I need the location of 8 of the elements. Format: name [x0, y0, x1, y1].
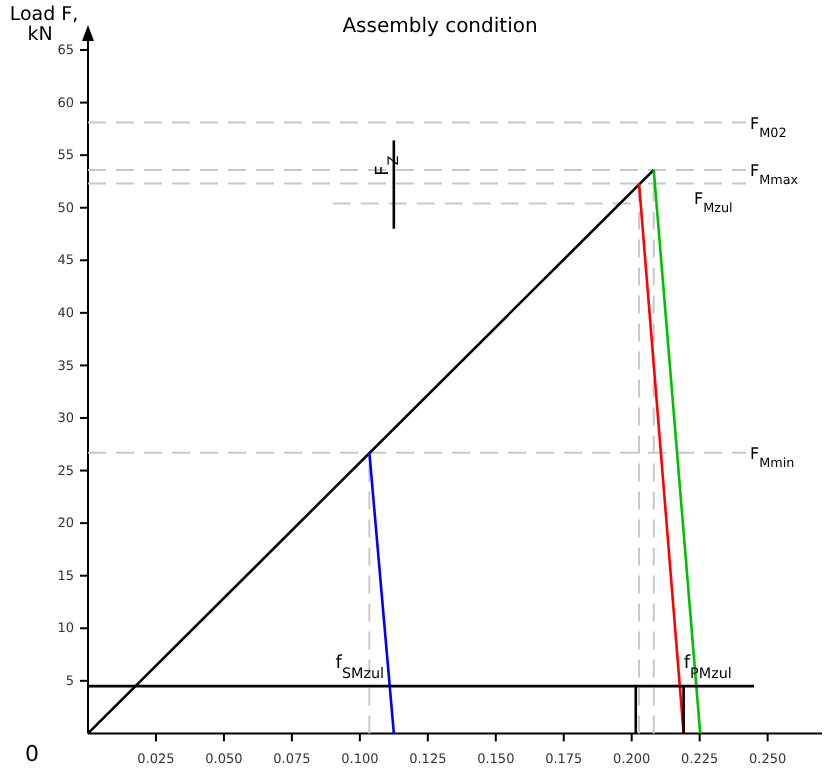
- ref-line-label: F$_{M02}$: [750, 114, 787, 141]
- y-axis-title: Load F, kN: [9, 4, 79, 46]
- ref-line-label: F$_{Mmin}$: [750, 444, 795, 471]
- annotation: f$_{SMzul}$: [335, 654, 385, 682]
- chart-title: Assembly condition: [342, 16, 538, 38]
- ref-line-label: F$_{Mmax}$: [750, 161, 799, 188]
- ref-line-label: F$_{Mzul}$: [694, 189, 734, 216]
- annotation: 0: [25, 741, 39, 768]
